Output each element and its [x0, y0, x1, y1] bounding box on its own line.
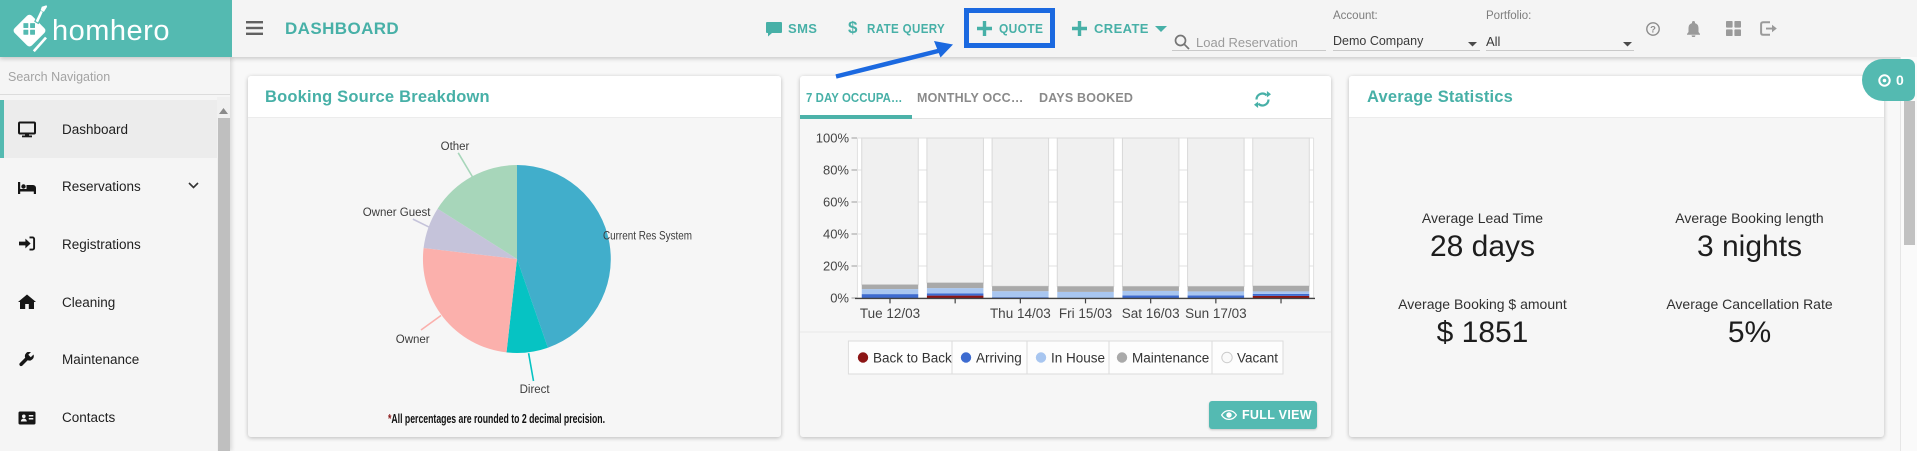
svg-text:Owner Guest: Owner Guest — [363, 207, 432, 219]
svg-text:Direct: Direct — [520, 384, 551, 396]
svg-text:Tue 12/03: Tue 12/03 — [860, 306, 920, 321]
svg-text:?: ? — [1650, 24, 1656, 35]
svg-text:80%: 80% — [823, 163, 849, 178]
svg-text:Back to Back: Back to Back — [873, 351, 952, 366]
svg-text:60%: 60% — [823, 195, 849, 210]
svg-text:40%: 40% — [823, 227, 849, 242]
svg-text:20%: 20% — [823, 259, 849, 274]
svg-text:0%: 0% — [830, 291, 849, 306]
svg-text:homhero: homhero — [52, 15, 170, 47]
svg-text:Thu 14/03: Thu 14/03 — [990, 306, 1051, 321]
svg-text:Sun 17/03: Sun 17/03 — [1185, 306, 1247, 321]
svg-text:Other: Other — [441, 141, 470, 153]
svg-text:In House: In House — [1051, 351, 1105, 366]
svg-text:Owner: Owner — [396, 334, 430, 346]
svg-text:Current Res System: Current Res System — [603, 231, 692, 243]
svg-text:Fri 15/03: Fri 15/03 — [1059, 306, 1112, 321]
svg-text:*All percentages are rounded t: *All percentages are rounded to 2 decima… — [388, 411, 605, 426]
svg-text:Arriving: Arriving — [976, 351, 1022, 366]
svg-text:Maintenance: Maintenance — [1132, 351, 1209, 366]
svg-text:Sat 16/03: Sat 16/03 — [1122, 306, 1180, 321]
svg-text:100%: 100% — [816, 131, 850, 146]
svg-text:Vacant: Vacant — [1237, 351, 1278, 366]
